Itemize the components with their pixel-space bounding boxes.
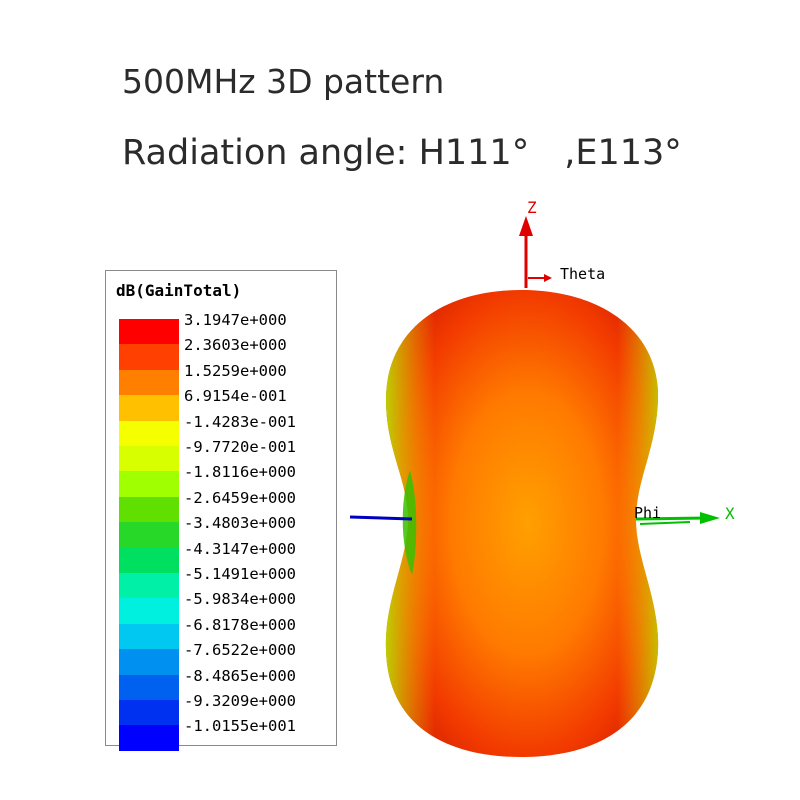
legend-value: -8.4865e+000 xyxy=(184,666,296,685)
legend-swatch xyxy=(119,471,179,498)
theta-label: Theta xyxy=(560,265,605,283)
pattern-side-shading xyxy=(385,290,659,757)
legend-swatch xyxy=(119,369,179,396)
legend-value: -7.6522e+000 xyxy=(184,641,296,660)
z-axis-arrow xyxy=(519,216,533,236)
pattern-low-gain-region xyxy=(402,470,417,575)
legend-swatch xyxy=(119,522,179,549)
legend-swatch xyxy=(119,725,179,752)
legend-swatch xyxy=(119,420,179,447)
legend-value: -1.4283e-001 xyxy=(184,412,296,431)
radiation-angle-subtitle: Radiation angle: H111° ,E113° xyxy=(122,133,682,173)
legend-swatch xyxy=(119,700,179,726)
legend-swatch xyxy=(119,319,179,345)
z-axis-label: Z xyxy=(527,198,537,217)
legend-value: -5.9834e+000 xyxy=(184,590,296,609)
legend-swatch xyxy=(119,674,179,701)
legend-swatch xyxy=(119,573,179,599)
legend-swatch xyxy=(119,598,179,625)
legend-title: dB(GainTotal) xyxy=(116,281,242,300)
legend-value: 3.1947e+000 xyxy=(184,311,287,329)
legend-value: 2.3603e+000 xyxy=(184,336,287,355)
theta-marker-arrow xyxy=(544,274,552,282)
gain-legend: dB(GainTotal) 3.1947e+000 2.3603e+000 1.52… xyxy=(105,270,337,752)
legend-value: -5.1491e+000 xyxy=(184,565,296,583)
phi-marker-line xyxy=(639,521,691,525)
legend-swatch xyxy=(119,446,179,472)
legend-value: -3.4803e+000 xyxy=(184,514,296,533)
legend-swatch xyxy=(119,547,179,574)
legend-value: -9.3209e+000 xyxy=(184,692,296,710)
legend-value: 6.9154e-001 xyxy=(184,387,287,406)
x-axis-line xyxy=(635,516,707,521)
legend-value: 1.5259e+000 xyxy=(184,361,287,380)
legend-swatch xyxy=(119,344,179,371)
page-title: 500MHz 3D pattern xyxy=(122,62,445,101)
y-axis-line xyxy=(349,515,413,521)
x-axis-label: X xyxy=(725,504,735,523)
x-axis-arrow xyxy=(700,512,720,524)
legend-value: -1.0155e+001 xyxy=(184,717,296,736)
legend-swatch xyxy=(119,496,179,523)
legend-value: -4.3147e+000 xyxy=(184,539,296,558)
legend-value: -9.7720e-001 xyxy=(184,438,296,456)
legend-value: -2.6459e+000 xyxy=(184,488,296,507)
legend-swatch xyxy=(119,623,179,650)
legend-swatch xyxy=(119,395,179,422)
legend-value: -6.8178e+000 xyxy=(184,615,296,634)
phi-label: Phi xyxy=(634,504,661,522)
legend-value: -1.8116e+000 xyxy=(184,463,296,482)
legend-swatch xyxy=(119,649,179,676)
